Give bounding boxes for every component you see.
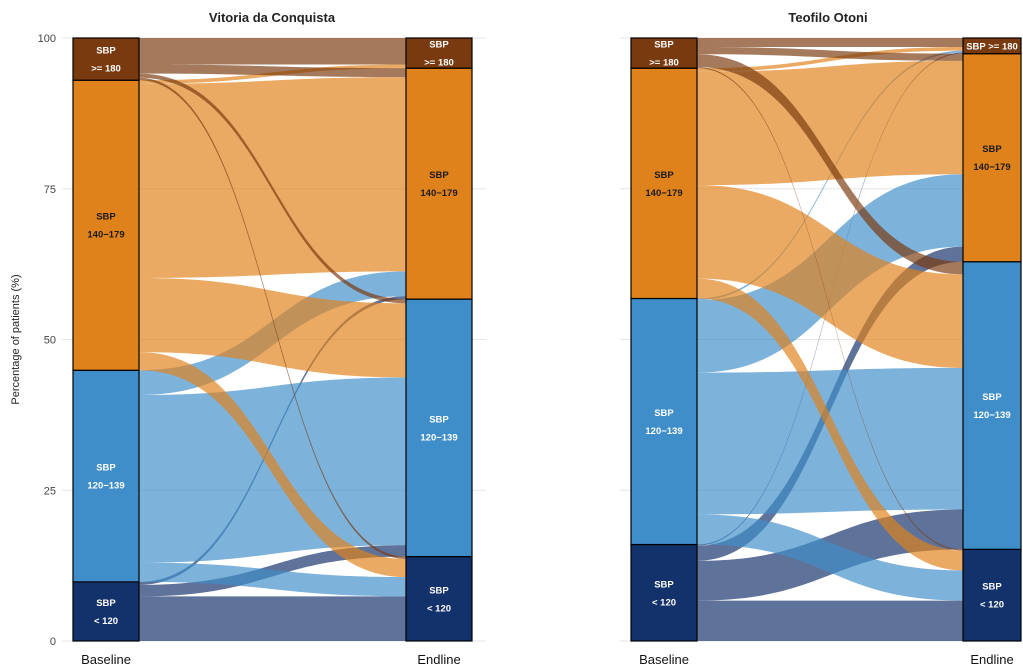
stratum-label: 120−139 — [87, 481, 124, 492]
stratum-ge180 — [405, 37, 473, 69]
flow-ribbon — [139, 38, 406, 65]
stratum-c140 — [72, 79, 140, 371]
stratum-label: SBP — [429, 585, 449, 596]
x-axis-label: Baseline — [81, 652, 131, 667]
stratum-label: 120−139 — [973, 410, 1010, 421]
stratum-label: >= 180 — [91, 64, 121, 75]
stratum-label: 120−139 — [420, 432, 457, 443]
stratum-label: SBP — [429, 170, 449, 181]
y-tick-label: 0 — [50, 636, 56, 648]
stratum-c120 — [630, 297, 698, 546]
stratum-label: >= 180 — [424, 58, 454, 69]
flow-ribbon — [697, 600, 963, 641]
flow-ribbon — [139, 596, 406, 641]
stratum-label: < 120 — [427, 603, 451, 614]
stratum-lt120 — [630, 543, 698, 642]
stratum-label: < 120 — [980, 600, 1004, 611]
stratum-label: SBP — [654, 40, 674, 51]
flow-ribbon — [139, 77, 406, 278]
flow-ribbon — [697, 54, 963, 275]
stratum-label: 140−179 — [973, 162, 1010, 173]
stratum-c120 — [405, 298, 473, 558]
stratum-label: SBP — [96, 463, 116, 474]
stratum-label: SBP >= 180 — [966, 41, 1018, 52]
stratum-ge180 — [962, 37, 1022, 55]
flow-ribbon — [139, 562, 406, 597]
stratum-nodes — [72, 37, 1022, 642]
stratum-label: < 120 — [652, 597, 676, 608]
flow-ribbon — [139, 64, 406, 78]
flow-ribbon — [697, 47, 963, 72]
stratum-label: 140−179 — [645, 188, 682, 199]
flows — [139, 38, 963, 641]
stratum-label: SBP — [96, 212, 116, 223]
flow-ribbon — [697, 60, 963, 186]
flow-ribbon — [139, 77, 406, 559]
stratum-label: SBP — [429, 40, 449, 51]
stratum-lt120 — [72, 581, 140, 642]
stratum-label: >= 180 — [649, 58, 679, 69]
x-axis-label: Endline — [970, 652, 1013, 667]
flow-ribbon — [139, 352, 406, 578]
y-axis-label: Percentage of patients (%) — [10, 274, 22, 404]
stratum-label: 140−179 — [87, 230, 124, 241]
stratum-label: SBP — [982, 392, 1002, 403]
stratum-c120 — [962, 261, 1022, 550]
stratum-label: SBP — [654, 408, 674, 419]
flow-ribbon — [697, 185, 963, 368]
flow-ribbon — [697, 66, 963, 551]
stratum-c120 — [72, 369, 140, 583]
stratum-label: < 120 — [94, 616, 118, 627]
stratum-label: 120−139 — [645, 426, 682, 437]
stratum-c140 — [962, 53, 1022, 263]
y-tick-label: 75 — [44, 184, 56, 196]
stratum-label: SBP — [654, 170, 674, 181]
stratum-label: SBP — [429, 414, 449, 425]
stratum-ge180 — [630, 37, 698, 69]
flow-ribbon — [697, 367, 963, 515]
x-axis-label: Endline — [417, 652, 460, 667]
y-tick-label: 25 — [44, 485, 56, 497]
stratum-c140 — [630, 67, 698, 300]
stratum-c140 — [405, 67, 473, 300]
stratum-label: SBP — [982, 144, 1002, 155]
panel-title: Vitoria da Conquista — [209, 10, 336, 25]
chart-text: 0 25 50 75 100 Percentage of patients (%) Vito… — [10, 10, 1018, 667]
flow-ribbon — [697, 47, 963, 61]
y-tick-label: 50 — [44, 335, 56, 347]
flow-ribbon — [697, 514, 963, 601]
stratum-label: SBP — [654, 579, 674, 590]
flow-ribbon — [139, 277, 406, 378]
panel-title: Teofilo Otoni — [788, 10, 867, 25]
flow-ribbon — [697, 278, 963, 571]
stratum-lt120 — [962, 548, 1022, 642]
stratum-label: 140−179 — [420, 188, 457, 199]
y-tick-label: 100 — [38, 33, 56, 45]
flow-ribbon — [697, 38, 963, 48]
stratum-ge180 — [72, 37, 140, 81]
flow-ribbon — [139, 73, 406, 304]
x-axis-label: Baseline — [639, 652, 689, 667]
stratum-label: SBP — [96, 46, 116, 57]
stratum-lt120 — [405, 555, 473, 642]
stratum-label: SBP — [982, 582, 1002, 593]
stratum-label: SBP — [96, 598, 116, 609]
